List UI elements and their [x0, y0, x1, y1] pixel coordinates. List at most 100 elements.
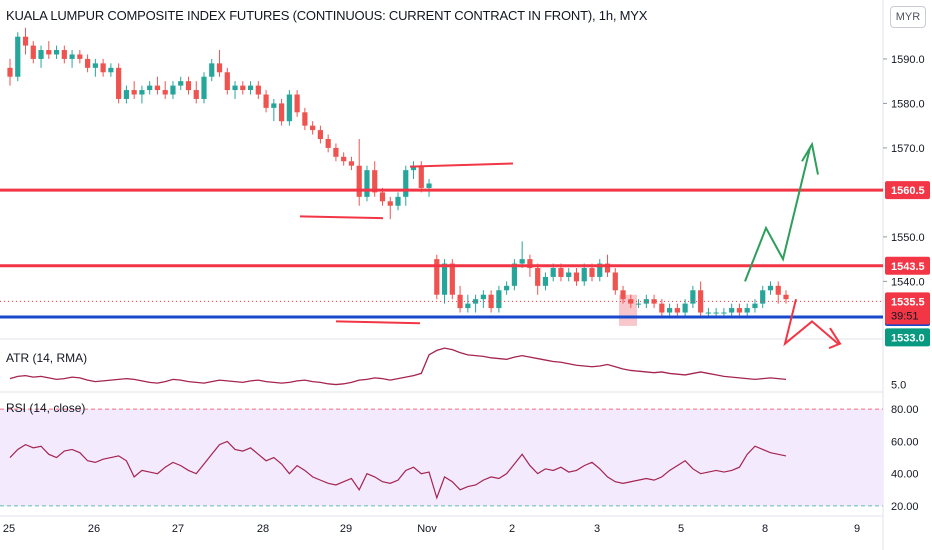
candle-body	[116, 67, 122, 99]
highlight-zone	[619, 294, 638, 326]
rsi-axis-tick-label: 20.00	[891, 501, 919, 513]
candle	[387, 196, 393, 220]
candle	[271, 98, 277, 122]
candle-body	[713, 312, 719, 314]
candle-body	[92, 63, 98, 68]
candle-body	[154, 85, 161, 91]
candle	[659, 299, 665, 317]
projection-down-arrowhead	[828, 327, 842, 350]
projection-up-path	[744, 147, 811, 282]
price-axis-tick-label: 1540.0	[891, 276, 925, 288]
candle	[325, 134, 331, 153]
candle-body	[705, 312, 711, 314]
candle-body	[480, 294, 486, 300]
candle-body	[356, 165, 362, 197]
candle-body	[597, 263, 603, 277]
candle-body	[341, 156, 347, 162]
candle-body	[744, 308, 750, 313]
candle	[185, 76, 192, 95]
candle	[263, 90, 269, 113]
candle	[519, 241, 525, 269]
candle-body	[100, 63, 106, 73]
time-axis-label: 2	[509, 523, 515, 535]
candle	[480, 290, 486, 309]
candle	[310, 121, 316, 135]
candle-body	[310, 125, 316, 131]
candle-body	[659, 303, 665, 313]
candle	[201, 72, 207, 104]
candle-body	[767, 285, 774, 291]
candle-body	[403, 170, 409, 197]
candle	[348, 156, 355, 171]
candle-body	[628, 299, 634, 304]
candle	[597, 259, 603, 282]
candle	[333, 143, 339, 162]
projection-down-path	[783, 298, 839, 347]
atr-axis-tick-label: 5.0	[891, 380, 906, 392]
time-axis-label: 8	[762, 523, 768, 535]
candle	[364, 165, 370, 202]
candle	[317, 125, 323, 144]
time-axis-label: 5	[678, 523, 684, 535]
candle	[85, 54, 91, 73]
candle	[178, 76, 184, 91]
candle-body	[473, 299, 479, 304]
candle-body	[286, 94, 292, 122]
candle	[123, 85, 129, 104]
candle	[341, 152, 347, 166]
candle-body	[426, 183, 432, 188]
candle-body	[721, 312, 727, 314]
candle-body	[123, 90, 129, 99]
candle-body	[690, 290, 696, 304]
currency-selector-button[interactable]: MYR	[890, 6, 926, 28]
candle-body	[46, 50, 52, 55]
candle	[30, 41, 36, 64]
candle-body	[635, 303, 642, 305]
candle-body	[511, 263, 517, 286]
candle	[736, 303, 743, 317]
rsi-axis-tick-label: 60.00	[891, 436, 919, 448]
candle	[573, 268, 580, 286]
candle-body	[760, 290, 766, 304]
atr-indicator-label[interactable]: ATR (14, RMA)	[6, 351, 88, 365]
candle	[783, 290, 789, 304]
candle	[643, 294, 649, 309]
candle	[635, 299, 642, 309]
candle-body	[162, 90, 168, 95]
candle-body	[131, 90, 137, 95]
projection-up-arrowhead	[801, 141, 819, 175]
candle	[744, 303, 750, 317]
candle	[612, 268, 618, 295]
candle	[403, 165, 409, 206]
countdown-label: 39:51	[891, 310, 919, 322]
candle	[286, 90, 292, 126]
candle-body	[504, 285, 510, 291]
candle	[465, 294, 471, 313]
candle-body	[395, 196, 401, 206]
candle-body	[496, 290, 502, 309]
candle	[139, 85, 145, 104]
candle-body	[263, 94, 269, 108]
candle	[15, 32, 21, 82]
candle	[628, 294, 634, 309]
candle-body	[729, 308, 735, 313]
candle	[232, 81, 238, 99]
candle-body	[604, 263, 611, 273]
time-axis-label: 28	[257, 523, 269, 535]
candle	[752, 299, 758, 313]
trendline-mark	[409, 162, 514, 168]
candle-body	[178, 81, 184, 86]
candle	[729, 303, 735, 317]
level-badge-label: 1543.5	[891, 261, 925, 273]
candle-body	[201, 76, 207, 99]
candle	[224, 67, 230, 95]
candle	[216, 50, 223, 77]
candle-body	[581, 268, 587, 282]
candle-body	[434, 259, 440, 295]
candle	[92, 58, 98, 77]
candle-body	[38, 50, 44, 59]
rsi-indicator-label[interactable]: RSI (14, close)	[6, 401, 86, 415]
candle	[53, 45, 60, 59]
rsi-axis-tick-label: 40.00	[891, 469, 919, 481]
